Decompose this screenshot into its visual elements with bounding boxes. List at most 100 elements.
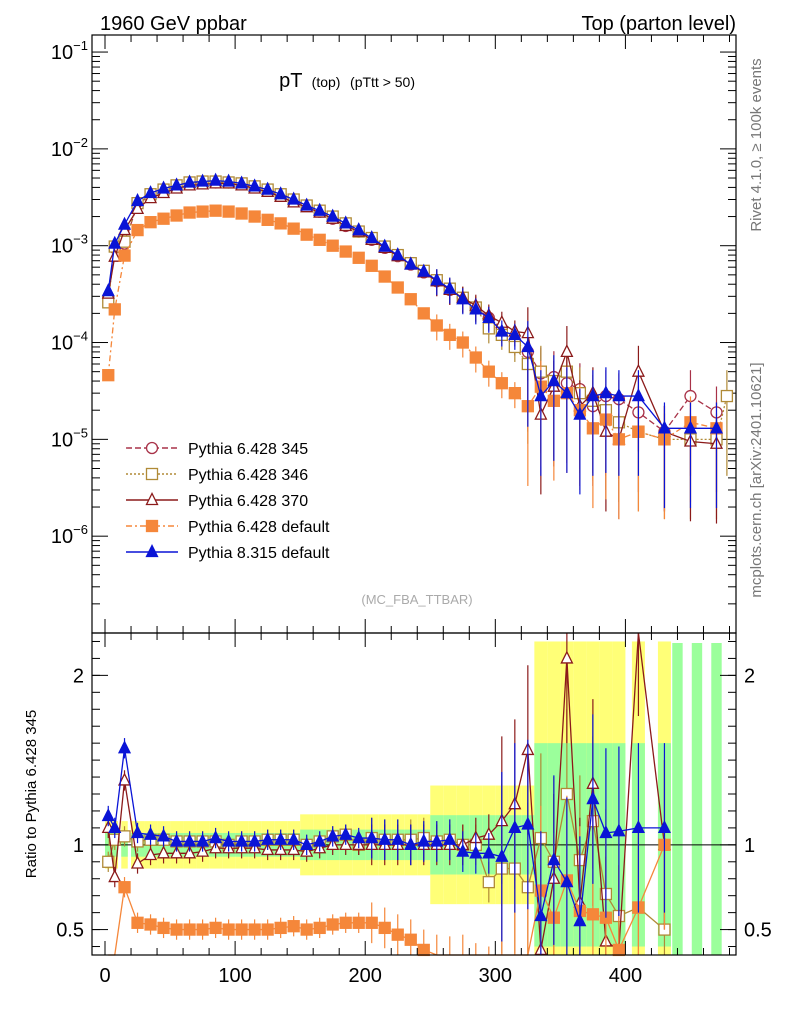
data-point	[391, 247, 405, 261]
data-point	[313, 233, 326, 246]
main-y-axis: 10−610−510−410−310−210−1	[51, 35, 736, 633]
ratio-point	[170, 845, 184, 859]
ratio-point	[391, 831, 405, 845]
ratio-point	[586, 791, 600, 805]
data-point	[404, 293, 417, 306]
data-point	[248, 178, 262, 192]
main-y-tick-label: 10−6	[51, 522, 88, 548]
ratio-point	[222, 833, 236, 847]
data-point	[352, 251, 365, 264]
ratio-point	[560, 650, 574, 664]
ratio-point	[248, 923, 261, 936]
data-point	[209, 172, 223, 186]
x-tick-label: 100	[218, 965, 251, 987]
tick-base: 10	[51, 139, 73, 161]
data-point	[391, 281, 404, 294]
ratio-point	[300, 923, 313, 936]
data-point	[482, 365, 495, 378]
data-point	[534, 388, 548, 402]
ratio-point	[143, 847, 158, 861]
data-point	[157, 212, 170, 225]
ratio-point	[170, 833, 184, 847]
ratio-point	[352, 916, 365, 929]
data-point	[157, 180, 171, 194]
data-point	[560, 385, 574, 399]
ratio-point	[157, 845, 171, 859]
ratio-pythia-8-315-default	[101, 714, 671, 955]
ratio-y-tick-label: 1	[73, 835, 84, 857]
data-point	[430, 319, 443, 332]
ratio-uncertainty-bands	[105, 641, 722, 955]
ratio-point	[130, 855, 145, 869]
ratio-point	[469, 845, 483, 859]
data-point	[378, 270, 391, 283]
ratio-point	[443, 831, 457, 845]
ratio-point	[183, 923, 196, 936]
data-point	[709, 420, 724, 434]
data-point	[170, 209, 183, 222]
data-point	[365, 230, 379, 244]
data-point	[365, 259, 378, 272]
ratio-y-tick-label-right: 0.5	[744, 920, 772, 942]
data-point	[300, 228, 313, 241]
ratio-point	[183, 833, 197, 847]
data-point	[183, 206, 196, 219]
ratio-point	[599, 825, 613, 839]
main-series-layer	[101, 172, 734, 524]
legend-marker	[145, 441, 159, 455]
ratio-point	[417, 833, 431, 847]
ratio-point	[157, 828, 171, 842]
ratio-point	[430, 833, 444, 847]
legend-label: Pythia 6.428 346	[188, 467, 308, 484]
ratio-point	[143, 826, 158, 840]
data-point	[118, 235, 131, 248]
data-point	[101, 283, 115, 297]
mc-band-green	[691, 643, 703, 955]
ratio-point	[170, 923, 183, 936]
ratio-point	[365, 916, 378, 929]
ratio-series-layer	[101, 632, 671, 957]
header-left: 1960 GeV ppbar	[100, 13, 247, 35]
ratio-point	[261, 923, 274, 936]
tick-exponent: −5	[73, 425, 88, 440]
data-point	[209, 204, 222, 217]
ratio-point	[482, 875, 495, 889]
legend-marker	[145, 492, 159, 506]
series-line	[107, 181, 717, 433]
ratio-point	[235, 833, 249, 847]
data-point	[456, 291, 470, 305]
ratio-point	[130, 825, 145, 839]
data-point	[417, 263, 431, 277]
main-y-tick-label: 10−4	[51, 329, 88, 355]
mc-band-green	[672, 643, 683, 955]
data-point	[183, 174, 197, 188]
ratio-point	[352, 830, 366, 844]
ratio-point	[101, 808, 115, 822]
data-point	[352, 222, 366, 236]
ratio-point	[612, 943, 626, 957]
ratio-point	[657, 819, 671, 834]
tick-exponent: −2	[73, 135, 88, 150]
title-paren: (top)	[312, 74, 341, 90]
legend-label: Pythia 6.428 default	[188, 519, 330, 536]
ratio-point	[560, 874, 574, 888]
ratio-point	[378, 921, 391, 935]
data-point	[683, 420, 698, 434]
mc-band-green	[711, 643, 722, 955]
data-point	[573, 406, 587, 420]
ratio-point	[586, 908, 600, 921]
series-line	[107, 182, 717, 445]
ratio-point	[118, 881, 131, 894]
data-point	[326, 208, 340, 222]
ratio-point	[287, 831, 301, 845]
ratio-point	[326, 828, 340, 842]
data-point	[274, 217, 287, 230]
x-tick-label: 200	[349, 965, 382, 987]
ratio-point	[108, 819, 122, 834]
main-panel: 10−610−510−410−310−210−1 pT (top) (pTtt …	[51, 34, 737, 634]
data-point	[612, 388, 626, 402]
data-point	[469, 351, 482, 364]
data-point	[339, 215, 353, 229]
data-point	[222, 173, 236, 187]
